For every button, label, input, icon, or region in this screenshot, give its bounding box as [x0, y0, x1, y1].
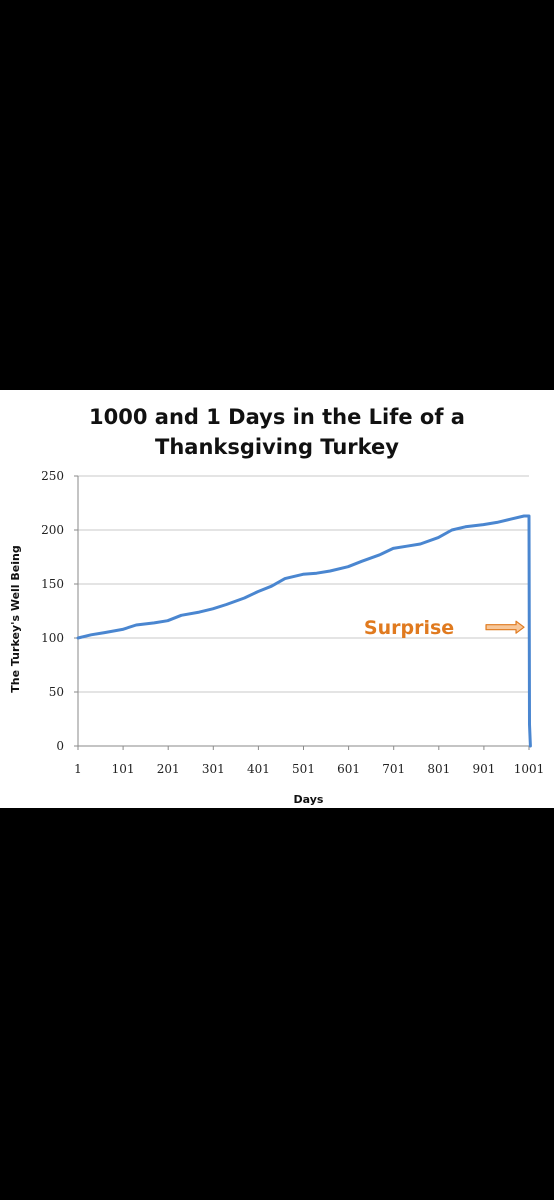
x-tick-label: 401 [247, 762, 270, 776]
gridlines [78, 475, 529, 693]
chart-title: 1000 and 1 Days in the Life of a Thanksg… [0, 402, 554, 462]
x-tick-label: 501 [292, 762, 315, 776]
annotation-surprise-label: Surprise [364, 617, 454, 639]
y-tick-label: 50 [49, 685, 64, 699]
series-group [76, 514, 532, 748]
x-tick-label: 901 [472, 762, 495, 776]
y-tick-label: 150 [41, 577, 64, 591]
y-tick-label: 200 [41, 523, 64, 537]
x-tick-label: 1001 [514, 762, 545, 776]
y-tick-label: 250 [41, 469, 64, 483]
annotations: Surprise [364, 617, 525, 639]
x-tick-label: 201 [157, 762, 180, 776]
line-chart: 0 50 100 150 200 250 1 101 201 301 401 501 601 701 80… [9, 469, 544, 806]
y-axis-label: The Turkey's Well Being [9, 545, 22, 692]
chart-title-line-2: Thanksgiving Turkey [155, 435, 399, 459]
x-tick-label: 701 [382, 762, 405, 776]
y-tick-label: 100 [41, 631, 64, 645]
y-tick-label: 0 [56, 739, 64, 753]
y-tick-labels: 0 50 100 150 200 250 [41, 469, 64, 753]
axes [74, 475, 530, 750]
x-tick-labels: 1 101 201 301 401 501 601 701 801 901 1001 [74, 762, 544, 776]
x-axis-label: Days [294, 793, 324, 806]
arrow-right-icon [485, 620, 525, 634]
x-tick-label: 601 [337, 762, 360, 776]
x-tick-label: 301 [202, 762, 225, 776]
series-line-0 [76, 514, 532, 748]
x-tick-label: 1 [74, 762, 82, 776]
chart-panel: 1000 and 1 Days in the Life of a Thanksg… [0, 390, 554, 808]
x-tick-label: 101 [112, 762, 135, 776]
chart-title-line-1: 1000 and 1 Days in the Life of a [89, 405, 465, 429]
x-tick-label: 801 [427, 762, 450, 776]
